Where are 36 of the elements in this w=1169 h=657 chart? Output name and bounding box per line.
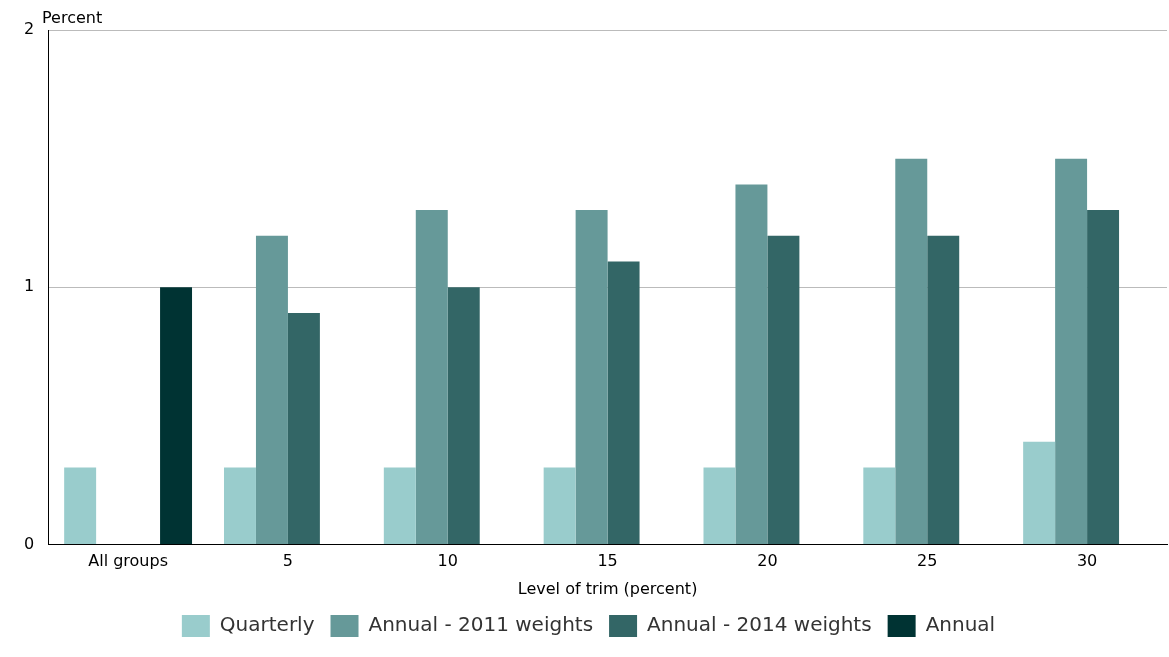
bar (767, 235, 800, 545)
x-tick-label: 20 (757, 551, 778, 571)
bar (575, 210, 608, 545)
x-tick-label: 15 (597, 551, 618, 571)
bar (543, 467, 576, 545)
bar (255, 235, 288, 545)
bar (447, 287, 480, 545)
x-tick-label: All groups (88, 551, 168, 571)
bar (735, 184, 768, 545)
bar (383, 467, 416, 545)
bar (1023, 441, 1056, 545)
x-axis-title: Level of trim (percent) (517, 578, 698, 598)
x-tick-label: 5 (282, 551, 294, 571)
bar (64, 467, 97, 545)
bar (223, 467, 256, 545)
x-tick-label: 30 (1076, 551, 1098, 571)
bar (607, 261, 640, 545)
bar (703, 467, 736, 545)
x-tick-label: 10 (437, 551, 458, 571)
bar (415, 210, 448, 545)
bar (1055, 158, 1088, 545)
legend-label: Annual (925, 612, 996, 637)
bar (160, 287, 193, 545)
y-axis-title: Percent (42, 8, 103, 27)
y-tick-label: 2 (23, 19, 35, 39)
x-tick-label: 25 (917, 551, 938, 571)
bar (927, 235, 960, 545)
bar (895, 158, 928, 545)
y-tick-label: 1 (23, 276, 35, 296)
y-tick-label: 0 (23, 533, 35, 553)
bar (863, 467, 896, 545)
bar (287, 313, 320, 545)
bar (1087, 210, 1120, 545)
legend-label: Quarterly (219, 612, 315, 637)
legend-label: Annual - 2011 weights (368, 612, 594, 637)
legend-label: Annual - 2014 weights (647, 612, 872, 637)
